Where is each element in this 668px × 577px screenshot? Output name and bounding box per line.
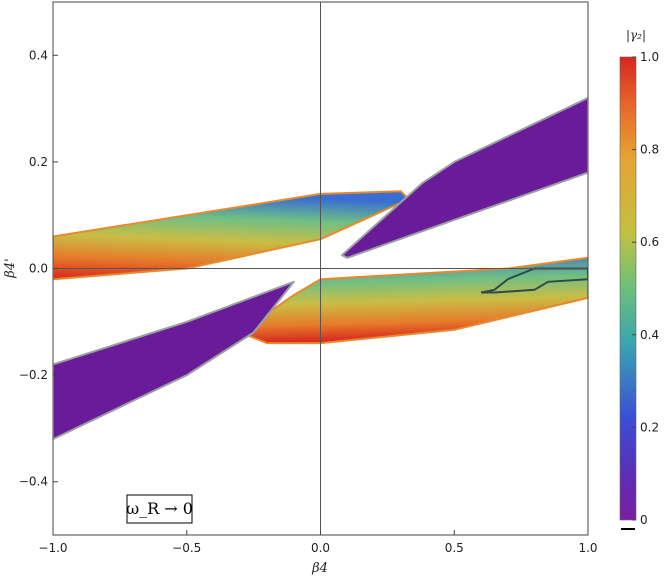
x-axis-ticks: −1.0 −0.5 0.0 0.5 1.0 [38,530,598,555]
region-upper-left-band [53,190,410,281]
x-tick-label: −1.0 [38,541,67,555]
x-tick-label: 0.0 [311,541,330,555]
y-axis-ticks: −0.4 −0.2 0.0 0.2 0.4 [19,48,58,489]
colorbar-tick-label: 0.4 [640,328,659,342]
y-axis-label: β4' [3,258,18,278]
region-lower-right-band [239,256,588,345]
zero-axes [53,2,588,535]
contour-line [480,267,588,294]
region-upper-right-wedge [340,96,588,259]
colorbar-tick-label: 1.0 [640,50,659,64]
colorbar-bar [619,56,637,521]
y-tick-label: 0.0 [29,262,48,276]
y-tick-label: −0.4 [19,475,48,489]
colorbar-tick-label: 0 [640,513,648,527]
x-tick-label: −0.5 [172,541,201,555]
y-tick-label: 0.4 [29,48,48,62]
annotation-text: ω_R → 0 [126,499,193,518]
colorbar-tick-label: 0.2 [640,420,659,434]
colorbar-label: |γ₂| [626,28,646,42]
colorbar-tick-label: 0.6 [640,235,659,249]
x-axis-label: β4 [311,561,328,576]
colorbar-ticks: 0 0.2 0.4 0.6 0.8 1.0 [632,50,659,527]
annotation-box: ω_R → 0 [126,494,193,524]
y-tick-label: 0.2 [29,155,48,169]
heatmap-regions [53,96,588,441]
region-lower-left-wedge [53,280,295,441]
colorbar: |γ₂| 0 0.2 0.4 0.6 0.8 1.0 [619,28,659,530]
x-tick-label: 1.0 [578,541,597,555]
y-tick-label: −0.2 [19,368,48,382]
colorbar-tick-label: 0.8 [640,143,659,157]
contour-layer [480,267,588,294]
x-tick-label: 0.5 [445,541,464,555]
